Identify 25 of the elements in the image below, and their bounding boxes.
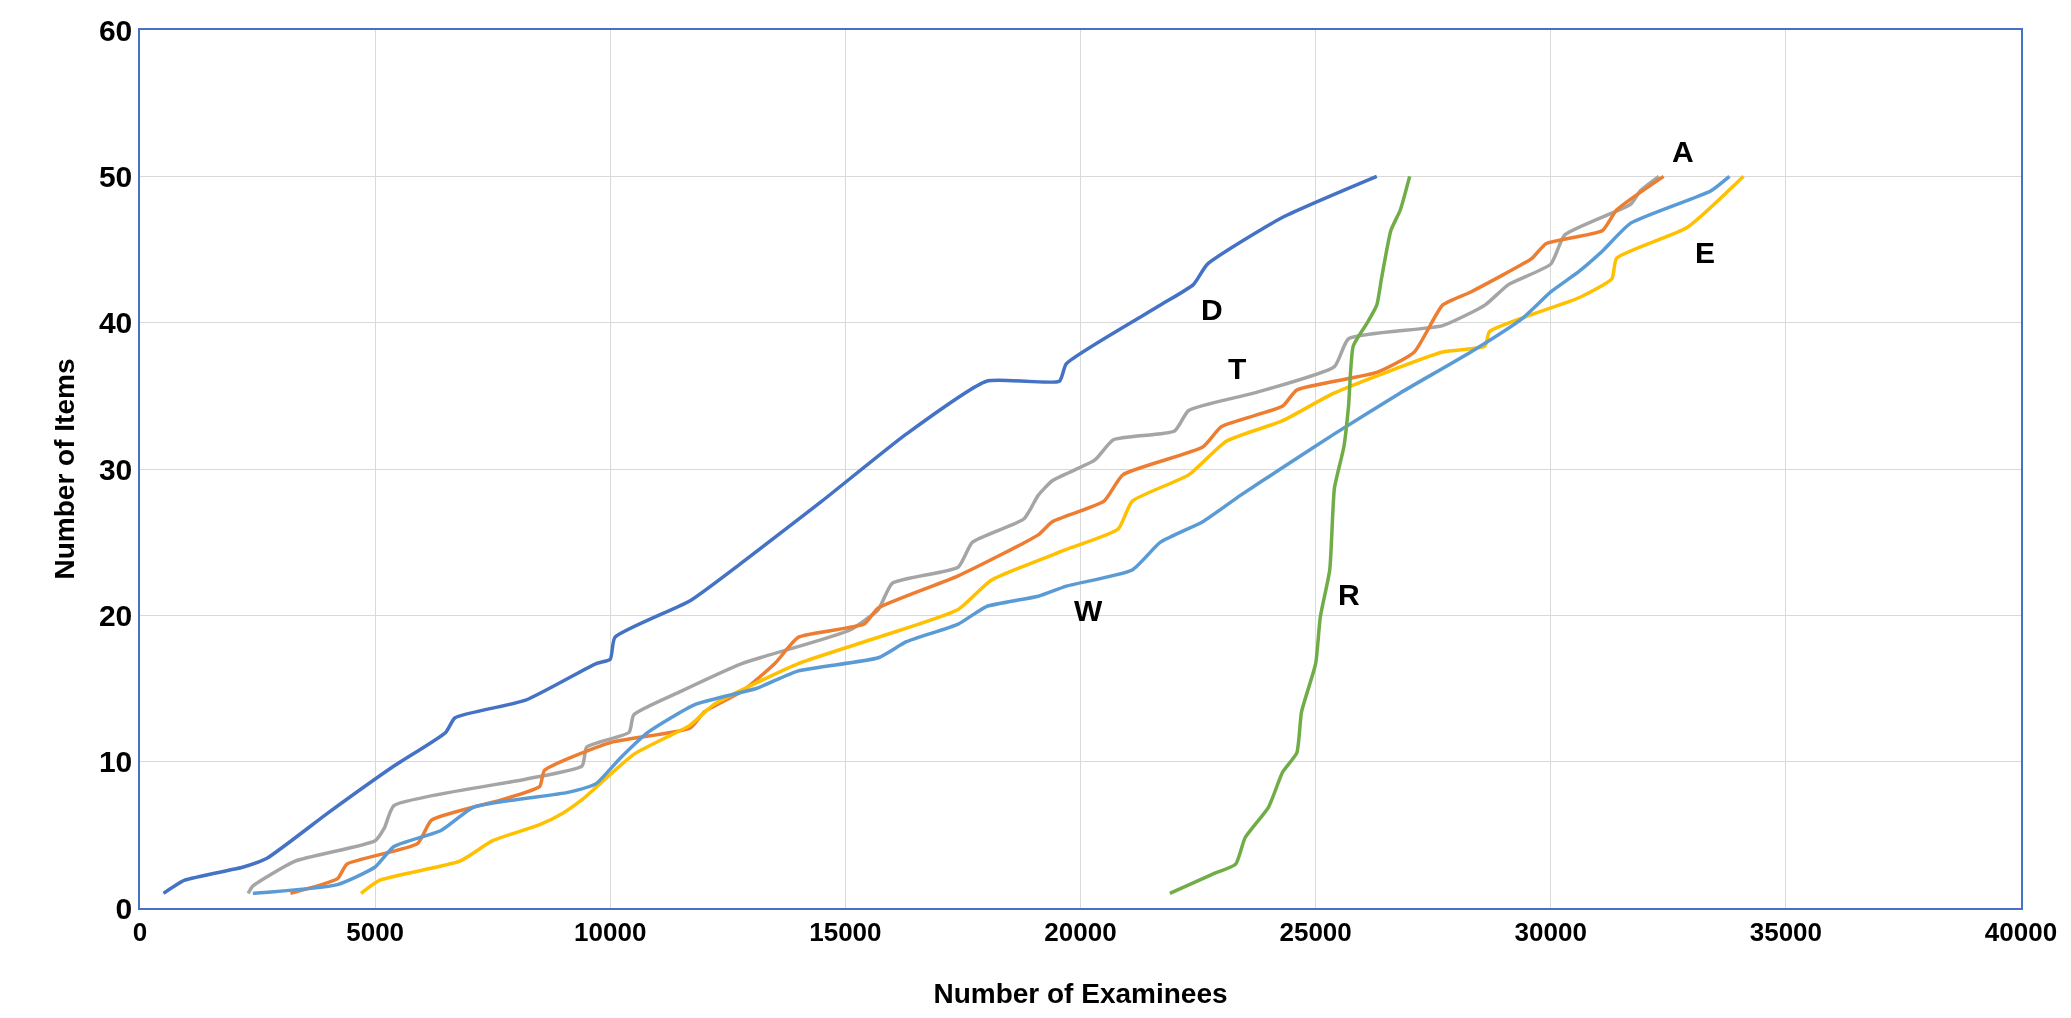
annotation: D	[1201, 293, 1223, 326]
y-tick-label: 60	[98, 13, 133, 47]
x-tick-label: 35000	[1749, 916, 1823, 947]
x-tick-label: 15000	[809, 916, 882, 947]
line-series	[161, 174, 1379, 896]
y-tick-label: 50	[98, 159, 133, 193]
annotation: T	[1228, 352, 1247, 385]
y-tick-label: 10	[98, 745, 133, 779]
annotation: E	[1695, 236, 1716, 269]
x-tick-label: 40000	[1984, 916, 2058, 947]
y-axis-title: Number of Items	[48, 358, 80, 580]
y-tick-label: 20	[98, 598, 133, 632]
x-tick-label: 25000	[1279, 916, 1352, 947]
x-tick-label: 20000	[1044, 916, 1117, 947]
y-tick-label: 40	[98, 306, 133, 340]
line-series	[1168, 174, 1412, 896]
x-tick-label: 30000	[1514, 916, 1587, 947]
x-tick-label: 10000	[574, 916, 647, 947]
annotation: A	[1672, 135, 1694, 168]
annotation: W	[1074, 594, 1103, 627]
y-tick-label: 0	[115, 891, 133, 925]
annotation: R	[1338, 578, 1360, 611]
y-tick-label: 30	[98, 452, 133, 486]
x-tick-label: 5000	[346, 916, 405, 947]
x-axis-title: Number of Examinees	[933, 977, 1228, 1009]
